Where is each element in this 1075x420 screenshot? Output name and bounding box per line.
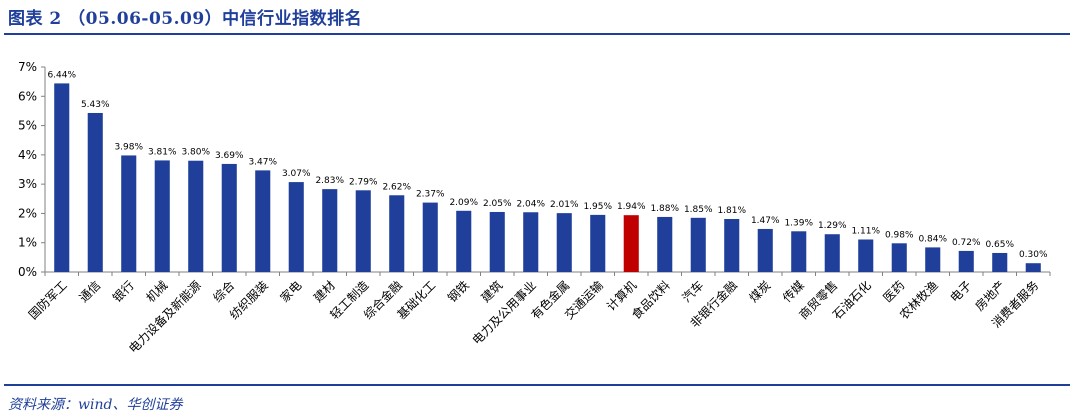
bar — [54, 83, 70, 273]
bar — [1025, 263, 1041, 272]
bar — [523, 212, 539, 272]
bar — [858, 239, 874, 272]
bar — [791, 231, 807, 272]
category-label: 家电 — [277, 278, 305, 306]
data-label: 3.80% — [181, 148, 210, 158]
data-label: 0.98% — [885, 230, 914, 240]
category-label: 建材 — [311, 278, 338, 305]
bar — [891, 243, 907, 272]
category-label: 机械 — [143, 278, 171, 306]
y-tick-label: 2% — [18, 206, 37, 220]
y-tick-label: 3% — [18, 177, 37, 191]
y-tick-label: 7% — [18, 60, 37, 74]
header-rule — [4, 33, 1070, 35]
category-label: 建筑 — [478, 278, 506, 306]
bar — [255, 170, 271, 272]
data-label: 2.01% — [550, 200, 579, 210]
bar — [824, 234, 840, 272]
bar — [590, 214, 606, 272]
bar — [925, 247, 941, 272]
y-tick-label: 4% — [18, 148, 37, 162]
bar — [121, 155, 137, 272]
data-label: 1.39% — [784, 218, 813, 228]
y-tick-label: 6% — [18, 89, 37, 103]
data-label: 6.44% — [47, 70, 76, 80]
category-label: 钢铁 — [445, 278, 472, 305]
data-label: 1.47% — [751, 216, 780, 226]
data-label: 3.69% — [215, 151, 244, 161]
bar — [422, 202, 438, 272]
data-label: 2.05% — [483, 199, 512, 209]
bar — [355, 190, 371, 272]
category-label: 通信 — [76, 278, 103, 305]
category-label: 汽车 — [679, 278, 707, 306]
figure-title: 图表 2 （05.06-05.09）中信行业指数排名 — [8, 9, 363, 29]
footer-rule — [4, 384, 1070, 386]
category-label: 医药 — [880, 278, 907, 305]
data-label: 3.07% — [282, 169, 311, 179]
data-label: 0.84% — [918, 234, 947, 244]
y-tick-label: 5% — [18, 119, 37, 133]
category-label: 电子 — [947, 278, 974, 305]
y-tick-label: 1% — [18, 236, 37, 250]
bar — [188, 160, 204, 272]
bar — [556, 213, 572, 272]
source-note: 资料来源：wind、华创证券 — [8, 397, 183, 413]
category-label: 国防军工 — [25, 278, 70, 323]
data-label: 1.85% — [684, 205, 713, 215]
data-label: 2.04% — [516, 199, 545, 209]
category-label: 综合 — [210, 278, 238, 306]
bar — [389, 195, 405, 272]
data-label: 0.72% — [952, 238, 981, 248]
bar-chart: 0% 1% 2% 3% 4% 5% 6% 7% 6.44% 国防军工 5.43% 通信 3.98% 银行 3… — [18, 60, 1051, 356]
bar — [657, 216, 673, 272]
bar — [623, 215, 639, 272]
bar — [456, 210, 472, 272]
bar — [154, 160, 170, 272]
category-label: 传媒 — [779, 278, 807, 306]
data-label: 1.81% — [717, 206, 746, 216]
bar — [288, 182, 304, 272]
bar — [221, 163, 237, 272]
data-label: 2.62% — [382, 182, 411, 192]
data-label: 2.83% — [315, 176, 344, 186]
data-label: 3.47% — [248, 157, 277, 167]
data-label: 1.29% — [818, 221, 847, 231]
data-label: 1.11% — [851, 226, 880, 236]
bar — [489, 211, 505, 272]
data-label: 1.88% — [650, 204, 679, 214]
data-label: 2.37% — [416, 190, 445, 200]
category-label: 银行 — [110, 278, 137, 305]
bar — [322, 189, 338, 272]
data-label: 0.30% — [1019, 250, 1048, 260]
bar — [992, 252, 1008, 272]
data-label: 3.81% — [148, 147, 177, 157]
category-label: 煤炭 — [746, 278, 773, 305]
data-label: 5.43% — [81, 100, 110, 110]
bar — [724, 218, 740, 272]
figure-header: 图表 2 （05.06-05.09）中信行业指数排名 — [0, 0, 1075, 34]
y-tick-label: 0% — [18, 265, 37, 279]
bar — [958, 250, 974, 272]
data-label: 2.79% — [349, 177, 378, 187]
bar — [690, 217, 706, 272]
data-label: 1.95% — [583, 202, 612, 212]
data-label: 0.65% — [985, 240, 1014, 250]
bar — [757, 228, 773, 272]
bar — [87, 112, 103, 272]
data-label: 2.09% — [449, 198, 478, 208]
data-label: 1.94% — [617, 202, 646, 212]
data-label: 3.98% — [114, 142, 143, 152]
